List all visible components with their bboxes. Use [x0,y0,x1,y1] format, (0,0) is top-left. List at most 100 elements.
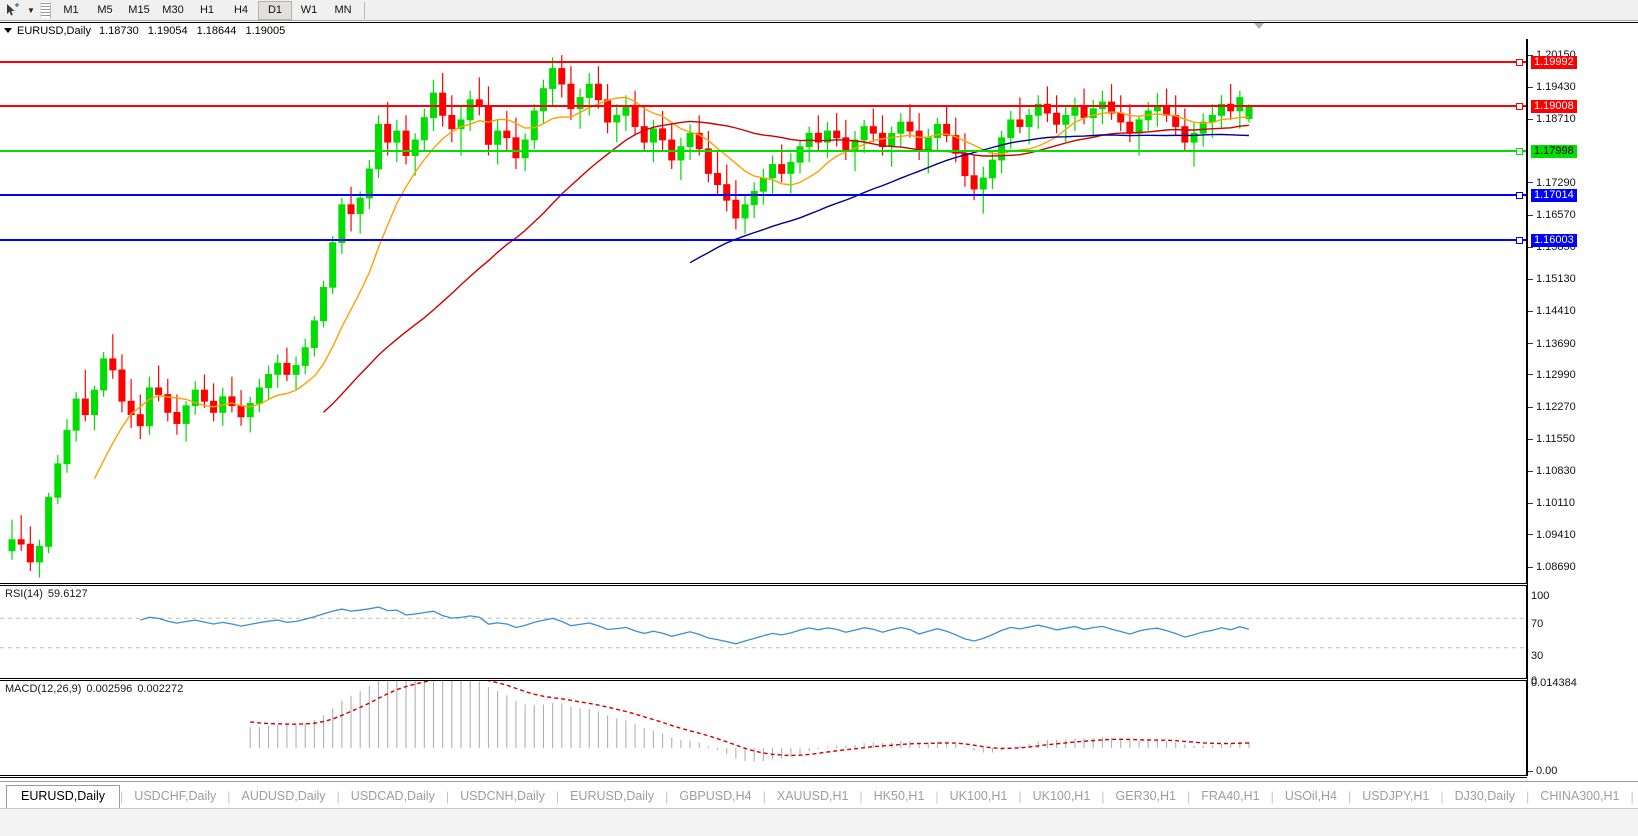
chart-tab-usoil-h1[interactable]: USOil,H1 [1634,785,1638,808]
tab-divider: | [227,790,231,804]
price-tick-1.17290: 1.17290 [1528,177,1576,189]
ohlc-open: 1.18730 [98,24,139,37]
ohlc-low: 1.18644 [196,24,237,37]
chart-tab-china300-h1[interactable]: CHINA300,H1 [1540,789,1620,803]
tab-divider: | [1526,790,1530,804]
tab-divider: | [555,790,560,804]
ohlc-close: 1.19005 [245,24,286,37]
chart-tab-hk50-h1[interactable]: HK50,H1 [873,789,925,803]
tab-divider: | [1270,790,1274,804]
timeframe-button-m30[interactable]: M30 [162,4,184,16]
crosshair-cursor-icon[interactable] [0,1,24,20]
chart-tab-usdjpy-h1[interactable]: USDJPY,H1 [1362,789,1430,803]
price-level-tag-1.19992[interactable]: 1.19992 [1531,55,1577,69]
price-level-tag-1.16003[interactable]: 1.16003 [1531,233,1577,247]
rsi-tick-70: 70 [1531,618,1544,630]
macd-label: MACD(12,26,9) [5,683,82,695]
rsi-label: RSI(14) [5,588,43,600]
timeframe-button-m5[interactable]: M5 [97,4,113,16]
chart-tab-eurusd-daily[interactable]: EURUSD,Daily [6,785,121,809]
timeframe-button-w1[interactable]: W1 [300,4,318,16]
ma-mid-line [323,120,1250,413]
price-tick-1.08690: 1.08690 [1528,561,1576,573]
ohlc-high: 1.19054 [147,24,188,37]
chart-tab-ger30-h1[interactable]: GER30,H1 [1115,789,1176,803]
triangle-down-icon[interactable] [4,28,12,33]
price-level-tag-1.19008[interactable]: 1.19008 [1531,99,1577,113]
horizontal-level-line-1.17014[interactable] [0,194,1526,197]
chart-tab-uk100-h1[interactable]: UK100,H1 [949,789,1008,803]
horizontal-level-line-1.19008[interactable] [0,105,1526,108]
ma-slow-line [689,133,1250,264]
macd-tick-1: 0.00 [1528,765,1557,777]
price-level-tag-1.17014[interactable]: 1.17014 [1531,188,1577,202]
chart-frame: EURUSD,Daily 1.18730 1.19054 1.18644 1.1… [0,22,1638,794]
level-handle-1.19008[interactable] [1516,102,1523,110]
chart-tab-usdchf-daily[interactable]: USDCHF,Daily [134,789,217,803]
current-bar-marker [1254,23,1264,29]
timeframe-button-mn[interactable]: MN [334,4,352,16]
chart-tab-eurusd-daily[interactable]: EURUSD,Daily [570,789,655,803]
tab-divider: | [1630,790,1634,804]
tab-divider: | [762,790,766,804]
rsi-tick-100: 100 [1531,590,1550,602]
macd-pane[interactable]: MACD(12,26,9) 0.002596 0.002272 [0,680,1527,776]
macd-pane-label: MACD(12,26,9) 0.002596 0.002272 [5,683,188,695]
chevron-down-icon[interactable]: ▼ [27,5,35,15]
tab-divider: | [120,790,124,804]
level-handle-1.16003[interactable] [1516,236,1523,244]
chart-tab-usdcad-daily[interactable]: USDCAD,Daily [350,789,435,803]
level-handle-1.17014[interactable] [1516,191,1523,199]
level-handle-1.19992[interactable] [1516,58,1523,66]
timeframe-button-d1[interactable]: D1 [258,0,292,20]
rsi-pane-label: RSI(14) 59.6127 [5,588,93,600]
horizontal-level-line-1.17998[interactable] [0,150,1526,153]
chart-tab-audusd-daily[interactable]: AUDUSD,Daily [241,789,326,803]
tab-divider: | [1440,790,1444,804]
price-tick-1.09410: 1.09410 [1528,529,1576,541]
chart-symbol-label: EURUSD,Daily [17,24,91,37]
price-tick-1.15130: 1.15130 [1528,273,1576,285]
price-tick-1.10110: 1.10110 [1528,497,1575,509]
macd-tick-0: 0.014384 [1531,677,1577,689]
timeframe-button-h1[interactable]: H1 [199,4,215,16]
rsi-pane[interactable]: RSI(14) 59.6127 [0,585,1527,679]
toolbar-separator [364,1,365,19]
price-tick-1.14410: 1.14410 [1528,305,1576,317]
main-toolbar: ▼ M1 M5 M15 M30 H1 H4 D1 W1 MN [0,0,1638,21]
chart-tab-xauusd-h1[interactable]: XAUUSD,H1 [776,789,849,803]
horizontal-level-line-1.16003[interactable] [0,239,1526,242]
tab-divider: | [1018,790,1022,804]
tab-divider: | [1347,790,1352,804]
chart-tab-gbpusd-h4[interactable]: GBPUSD,H4 [679,789,752,803]
price-tick-1.19430: 1.19430 [1528,81,1576,93]
price-tick-1.16570: 1.16570 [1528,209,1576,221]
chart-tab-usoil-h4[interactable]: USOil,H4 [1284,789,1337,803]
chart-tab-uk100-h1[interactable]: UK100,H1 [1032,789,1091,803]
timeframe-button-h4[interactable]: H4 [233,4,249,16]
timeframe-button-m1[interactable]: M1 [63,4,79,16]
macd-signal-value: 0.002272 [137,683,184,695]
chart-ohlc-values: 1.18730 1.19054 1.18644 1.19005 [99,25,291,37]
price-tick-1.12270: 1.12270 [1528,401,1576,413]
rsi-line [140,606,1250,645]
price-axis[interactable]: 1.201501.194301.187101.172901.165701.158… [1527,39,1638,794]
price-tick-1.11550: 1.11550 [1528,433,1575,445]
chart-tab-fra40-h1[interactable]: FRA40,H1 [1201,789,1260,803]
tab-divider: | [336,790,340,804]
price-level-tag-1.17998[interactable]: 1.17998 [1531,144,1577,158]
chart-tab-dj30-daily[interactable]: DJ30,Daily [1454,789,1516,803]
tab-divider: | [1186,790,1191,804]
horizontal-level-line-1.19992[interactable] [0,61,1526,64]
level-handle-1.17998[interactable] [1516,147,1523,155]
rsi-tick-0: 0 [1531,675,1538,687]
status-bar [0,808,1638,836]
chart-tab-usdcnh-daily[interactable]: USDCNH,Daily [460,789,545,803]
tab-divider: | [1101,790,1105,804]
rsi-value: 59.6127 [47,588,88,600]
timeframe-button-m15[interactable]: M15 [128,4,150,16]
price-tick-1.18710: 1.18710 [1528,113,1576,125]
price-pane[interactable] [0,39,1527,584]
tab-divider: | [665,790,669,804]
toolbar-grip[interactable] [40,2,51,18]
